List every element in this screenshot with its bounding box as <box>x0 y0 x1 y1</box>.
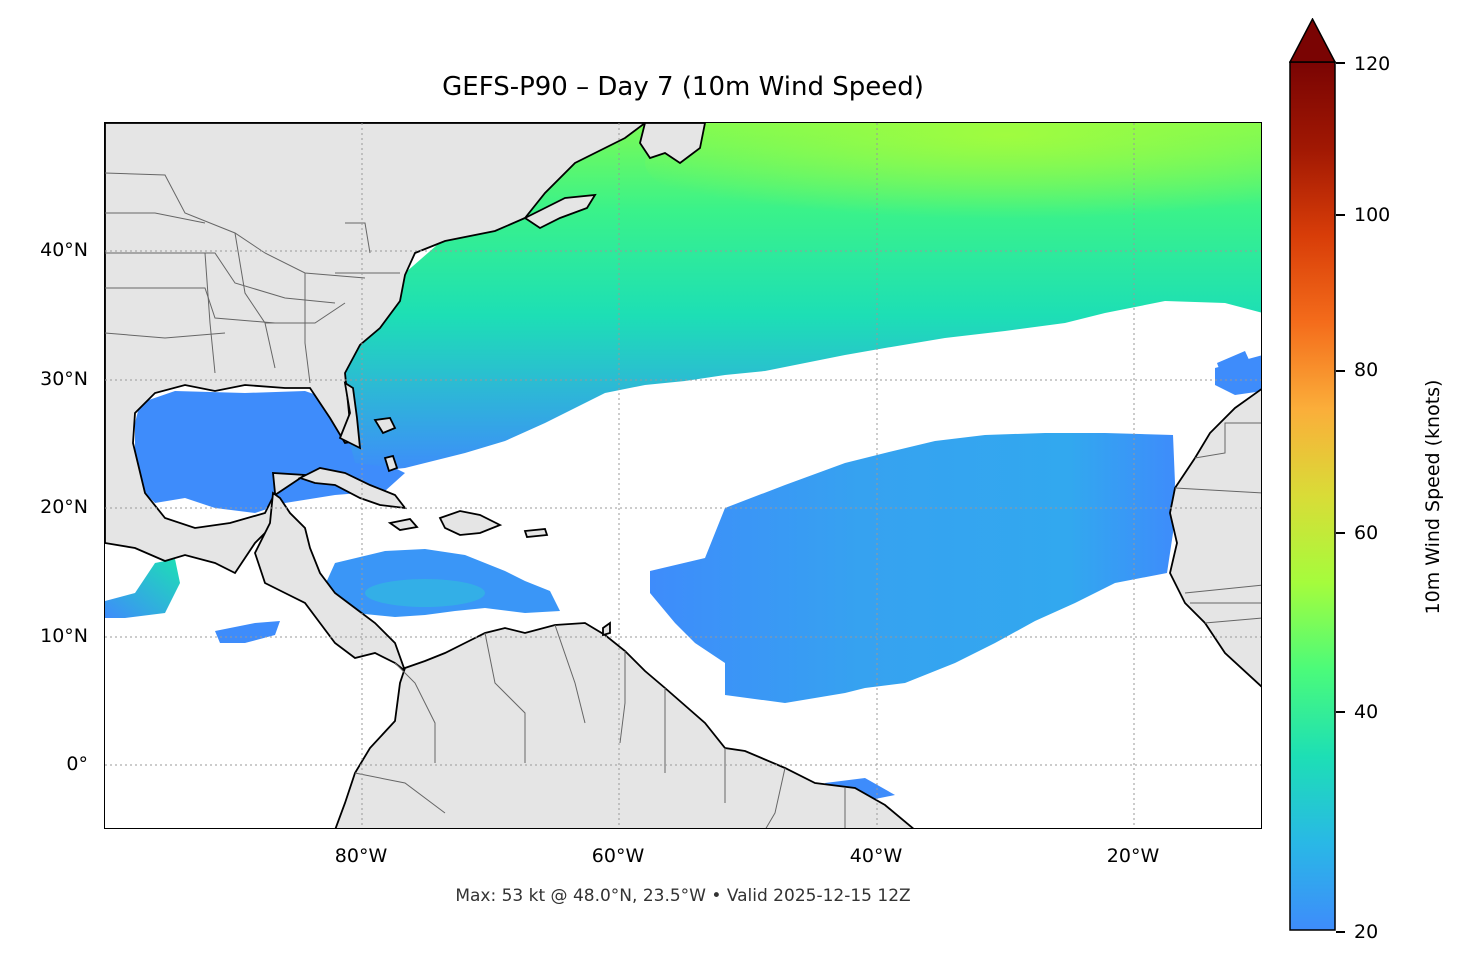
cbar-label-20: 20 <box>1354 921 1379 943</box>
cbar-tick-20 <box>1336 931 1345 933</box>
lat-tick-10n: 10°N <box>40 625 88 647</box>
cbar-tick-100 <box>1336 214 1345 216</box>
cbar-tick-60 <box>1336 532 1345 534</box>
land <box>105 123 1261 828</box>
cbar-tick-120 <box>1336 62 1345 64</box>
chart-title: GEFS-P90 – Day 7 (10m Wind Speed) <box>442 72 924 102</box>
lon-tick-60w: 60°W <box>591 845 645 867</box>
cbar-label-60: 60 <box>1354 522 1379 544</box>
cbar-label-120: 120 <box>1354 53 1391 75</box>
borders <box>105 172 1261 828</box>
lat-tick-40n: 40°N <box>40 239 88 261</box>
lat-tick-20n: 20°N <box>40 496 88 518</box>
wind-field-tehuantepec <box>105 559 180 618</box>
wind-field-trades <box>650 433 1175 703</box>
lon-tick-80w: 80°W <box>334 845 388 867</box>
colorbar-title: 10m Wind Speed (knots) <box>1422 379 1444 615</box>
wind-speed-map <box>105 123 1261 828</box>
lon-tick-20w: 20°W <box>1106 845 1160 867</box>
colorbar <box>1289 18 1336 931</box>
cbar-label-40: 40 <box>1354 701 1379 723</box>
lat-tick-30n: 30°N <box>40 368 88 390</box>
cbar-label-100: 100 <box>1354 204 1391 226</box>
cbar-tick-40 <box>1336 711 1345 713</box>
max-value-caption: Max: 53 kt @ 48.0°N, 23.5°W • Valid 2025… <box>455 886 911 906</box>
lon-tick-40w: 40°W <box>849 845 903 867</box>
lat-tick-0: 0° <box>66 753 88 775</box>
cbar-label-80: 80 <box>1354 359 1379 381</box>
gridlines <box>105 123 1261 828</box>
map-panel[interactable] <box>104 122 1262 829</box>
extend-max-arrow <box>1289 18 1336 63</box>
cbar-tick-80 <box>1336 370 1345 372</box>
